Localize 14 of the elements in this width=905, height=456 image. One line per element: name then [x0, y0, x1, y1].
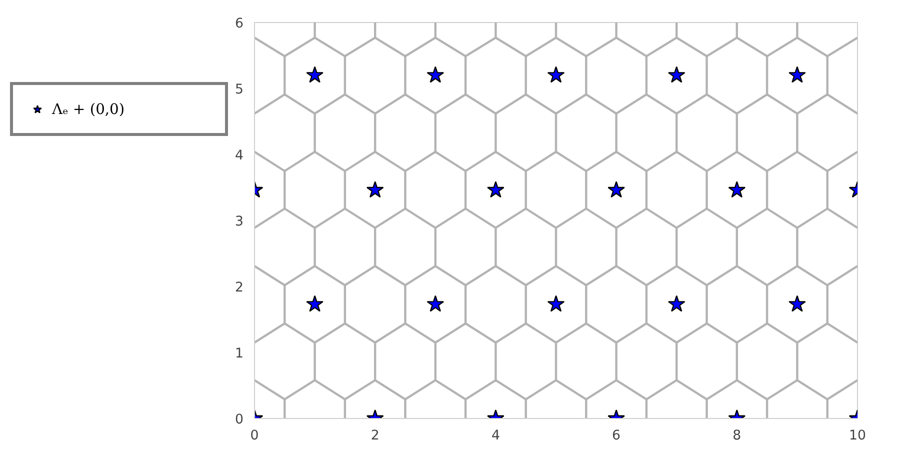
- x-tick-label: 6: [612, 428, 621, 444]
- x-tick-label: 2: [370, 428, 380, 444]
- x-tick-label: 8: [732, 428, 742, 444]
- legend-label: Λₑ + (0,0): [52, 100, 126, 119]
- y-tick-label: 1: [235, 346, 244, 362]
- y-tick-label: 6: [235, 16, 244, 32]
- x-tick-label: 0: [250, 428, 259, 444]
- y-tick-label: 0: [235, 412, 244, 428]
- x-tick-label: 4: [491, 428, 500, 444]
- x-tick-label: 10: [849, 428, 866, 444]
- y-tick-label: 2: [235, 280, 244, 296]
- y-tick-label: 5: [235, 82, 244, 98]
- y-tick-label: 3: [235, 214, 244, 230]
- y-tick-label: 4: [235, 148, 244, 164]
